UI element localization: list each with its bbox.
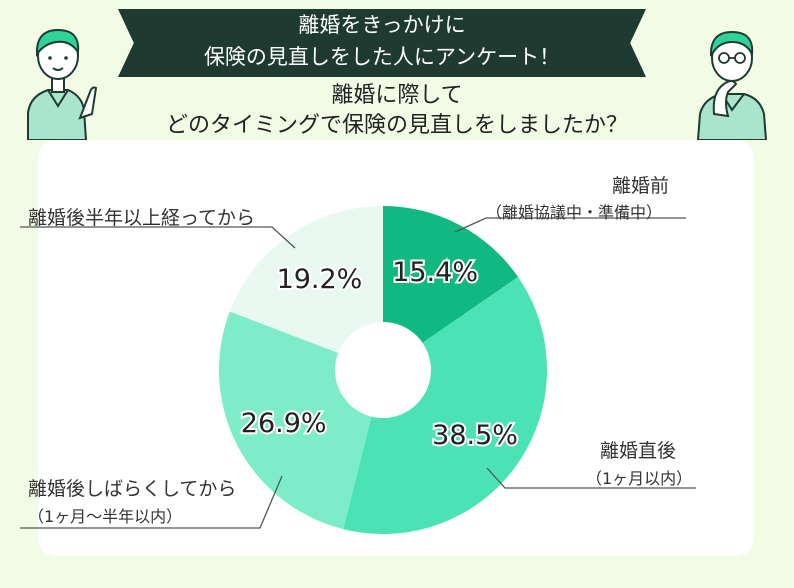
question-line1: 離婚に際して — [331, 83, 463, 108]
title-banner — [118, 9, 646, 77]
person-thinking-illustration — [696, 30, 768, 140]
slice-before-divorce — [383, 206, 519, 370]
banner-title-line2: 保険の見直しをした人にアンケート！ — [203, 45, 561, 69]
donut-hole — [335, 322, 431, 418]
slice-right-after-divorce — [343, 276, 547, 534]
sublabel-right-after-divorce: （1ヶ月以内） — [586, 469, 693, 488]
leader-line-before-divorce — [454, 217, 686, 233]
leader-line-over-half-year-after — [20, 226, 296, 249]
sublabel-before-divorce: （離婚協議中・準備中） — [486, 203, 663, 222]
question-line2: どのタイミングで保険の見直しをしましたか？ — [165, 113, 628, 138]
sublabel-some-time-after-divorce: （1ヶ月〜半年以内） — [28, 507, 183, 526]
person-pointing-illustration — [27, 28, 98, 140]
label-before-divorce: 離婚前 — [612, 175, 670, 197]
slice-over-half-year-after-value-label: 19.2% — [277, 264, 363, 295]
slice-over-half-year-after — [229, 206, 383, 370]
leader-line-right-after-divorce — [486, 467, 696, 489]
slice-some-time-after-value-label: 26.9% — [241, 408, 327, 439]
slice-right-after-divorce-value-label: 38.5% — [432, 420, 518, 451]
banner-title-line1: 離婚をきっかけに — [298, 13, 466, 37]
label-some-time-after-divorce: 離婚後しばらくしてから — [28, 478, 237, 500]
label-right-after-divorce: 離婚直後 — [600, 440, 677, 462]
label-over-half-year-after: 離婚後半年以上経ってから — [28, 207, 256, 229]
leader-line-some-time-after — [20, 475, 283, 529]
slice-before-divorce-value-label: 15.4% — [392, 257, 478, 288]
